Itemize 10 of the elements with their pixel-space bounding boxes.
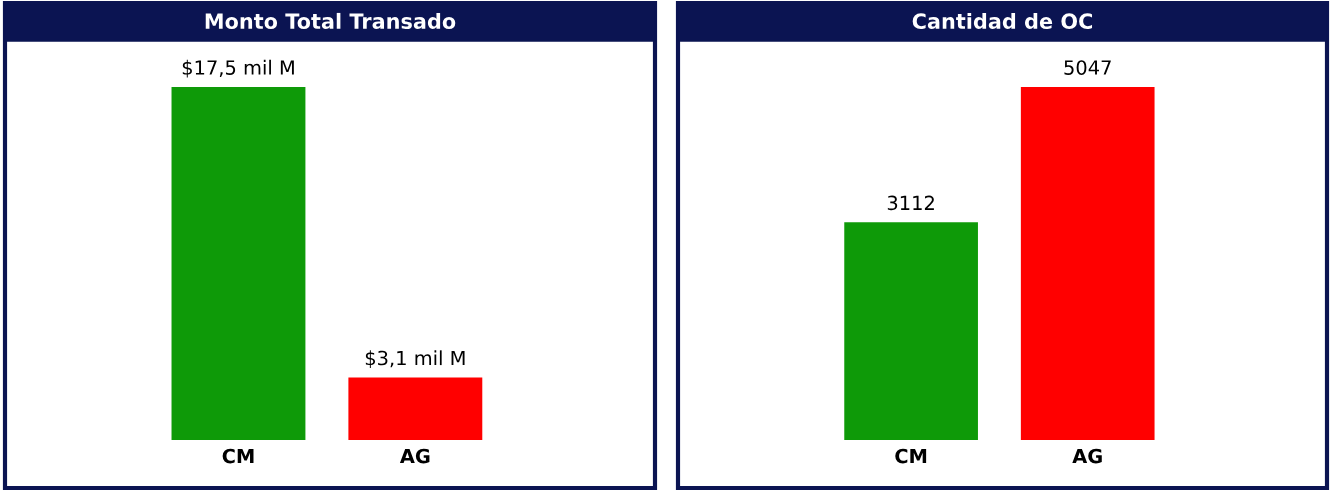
data-label: $3,1 mil M <box>365 350 465 368</box>
data-label: 3112 <box>887 195 934 211</box>
x-tick-label: CM <box>222 448 254 464</box>
x-tick-label: AG <box>399 448 430 464</box>
x-tick-label: AG <box>1072 448 1102 464</box>
chart-title: Cantidad de OC <box>912 12 1093 30</box>
x-tick-label: CM <box>895 448 927 464</box>
data-label: 5047 <box>1064 60 1111 75</box>
chart-title: Monto Total Transado <box>205 12 456 30</box>
data-label: $17,5 mil M <box>182 59 294 78</box>
